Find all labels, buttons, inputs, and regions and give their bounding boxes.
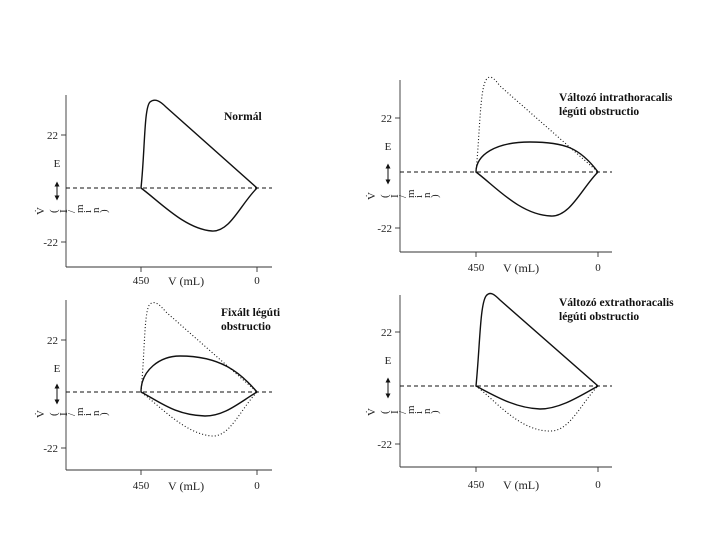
x-tick-label: 0 — [254, 275, 260, 287]
y-label-char: I — [58, 412, 70, 416]
panel-title: Változó extrathoracalis — [559, 297, 674, 309]
y-tick-label: 22 — [381, 327, 392, 339]
flow-volume-loop — [475, 292, 600, 410]
y-label-char: V̇ — [366, 408, 378, 416]
panel-normal: 22 -22 450 0 V (mL) Normál E V̇ ( I / m … — [35, 95, 272, 288]
y-label-flow: V̇ ( I / m i n ) — [366, 189, 441, 200]
y-label-char: I — [389, 410, 401, 414]
y-label-char: ) — [429, 194, 441, 198]
y-label-char: m — [405, 405, 417, 414]
y-tick-label: 22 — [47, 335, 58, 347]
x-tick-label: 0 — [595, 479, 601, 491]
panel-title: légúti obstructio — [559, 106, 639, 118]
y-label-char: V̇ — [35, 410, 47, 418]
y-label-char: ( — [379, 410, 391, 414]
x-axis-label: V (mL) — [168, 274, 204, 288]
y-label-char: I — [58, 209, 70, 213]
y-label-expiration: E — [54, 363, 61, 375]
panel-title: obstructio — [221, 321, 271, 333]
y-label-char: i — [82, 413, 94, 416]
y-label-flow: V̇ ( I / m i n ) — [35, 204, 110, 215]
panel-title: Normál — [224, 111, 262, 123]
y-label-char: / — [66, 412, 78, 416]
y-label-char: m — [405, 189, 417, 198]
y-label-flow: V̇ ( I / m i n ) — [35, 407, 110, 418]
x-axis-label: V (mL) — [168, 479, 204, 493]
x-tick-label: 450 — [133, 480, 150, 492]
x-tick-label: 0 — [254, 480, 260, 492]
y-label-char: / — [397, 410, 409, 414]
flow-volume-loop — [475, 141, 599, 217]
y-label-char: / — [397, 194, 409, 198]
panel-title: légúti obstructio — [559, 311, 639, 323]
y-label-expiration: E — [385, 355, 392, 367]
y-label-char: m — [74, 204, 86, 213]
flow-volume-loop — [140, 99, 259, 232]
y-tick-label: 22 — [381, 113, 392, 125]
y-label-char: ( — [48, 209, 60, 213]
y-tick-label: -22 — [43, 443, 58, 455]
y-label-char: ( — [48, 412, 60, 416]
y-label-char: I — [389, 194, 401, 198]
y-label-char: ) — [98, 412, 110, 416]
y-label-char: m — [74, 407, 86, 416]
y-label-char: n — [421, 192, 433, 198]
normal-reference-loop — [475, 385, 599, 432]
y-label-expiration: E — [385, 141, 392, 153]
y-label-char: i — [413, 195, 425, 198]
y-label-char: n — [90, 207, 102, 213]
panel-title: Változó intrathoracalis — [559, 92, 673, 104]
y-label-char: ( — [379, 194, 391, 198]
y-tick-label: -22 — [43, 237, 58, 249]
x-tick-label: 450 — [468, 262, 485, 274]
x-axis-label: V (mL) — [503, 478, 539, 492]
x-tick-label: 450 — [468, 479, 485, 491]
y-label-char: i — [82, 210, 94, 213]
y-label-char: V̇ — [366, 192, 378, 200]
panel-variable-extrathoracic: 22 -22 450 0 V (mL) Változó extrathoraca… — [366, 292, 674, 492]
y-tick-label: -22 — [377, 439, 392, 451]
x-tick-label: 0 — [595, 262, 601, 274]
x-tick-label: 450 — [133, 275, 150, 287]
y-label-char: ) — [98, 209, 110, 213]
y-tick-label: 22 — [47, 130, 58, 142]
y-label-char: i — [413, 411, 425, 414]
y-label-flow: V̇ ( I / m i n ) — [366, 405, 441, 416]
flow-volume-loop — [140, 355, 259, 417]
y-label-char: V̇ — [35, 207, 47, 215]
y-label-char: ) — [429, 410, 441, 414]
panel-title: Fixált légúti — [221, 307, 281, 319]
y-label-char: n — [421, 408, 433, 414]
y-label-char: / — [66, 209, 78, 213]
panel-fixed-obstruction: 22 -22 450 0 V (mL) Fixált légúti obstru… — [35, 300, 281, 493]
x-axis-label: V (mL) — [503, 261, 539, 275]
y-label-expiration: E — [54, 158, 61, 170]
y-label-char: n — [90, 410, 102, 416]
panel-variable-intrathoracic: 22 -22 450 0 V (mL) Változó intrathoraca… — [366, 76, 673, 275]
y-tick-label: -22 — [377, 223, 392, 235]
